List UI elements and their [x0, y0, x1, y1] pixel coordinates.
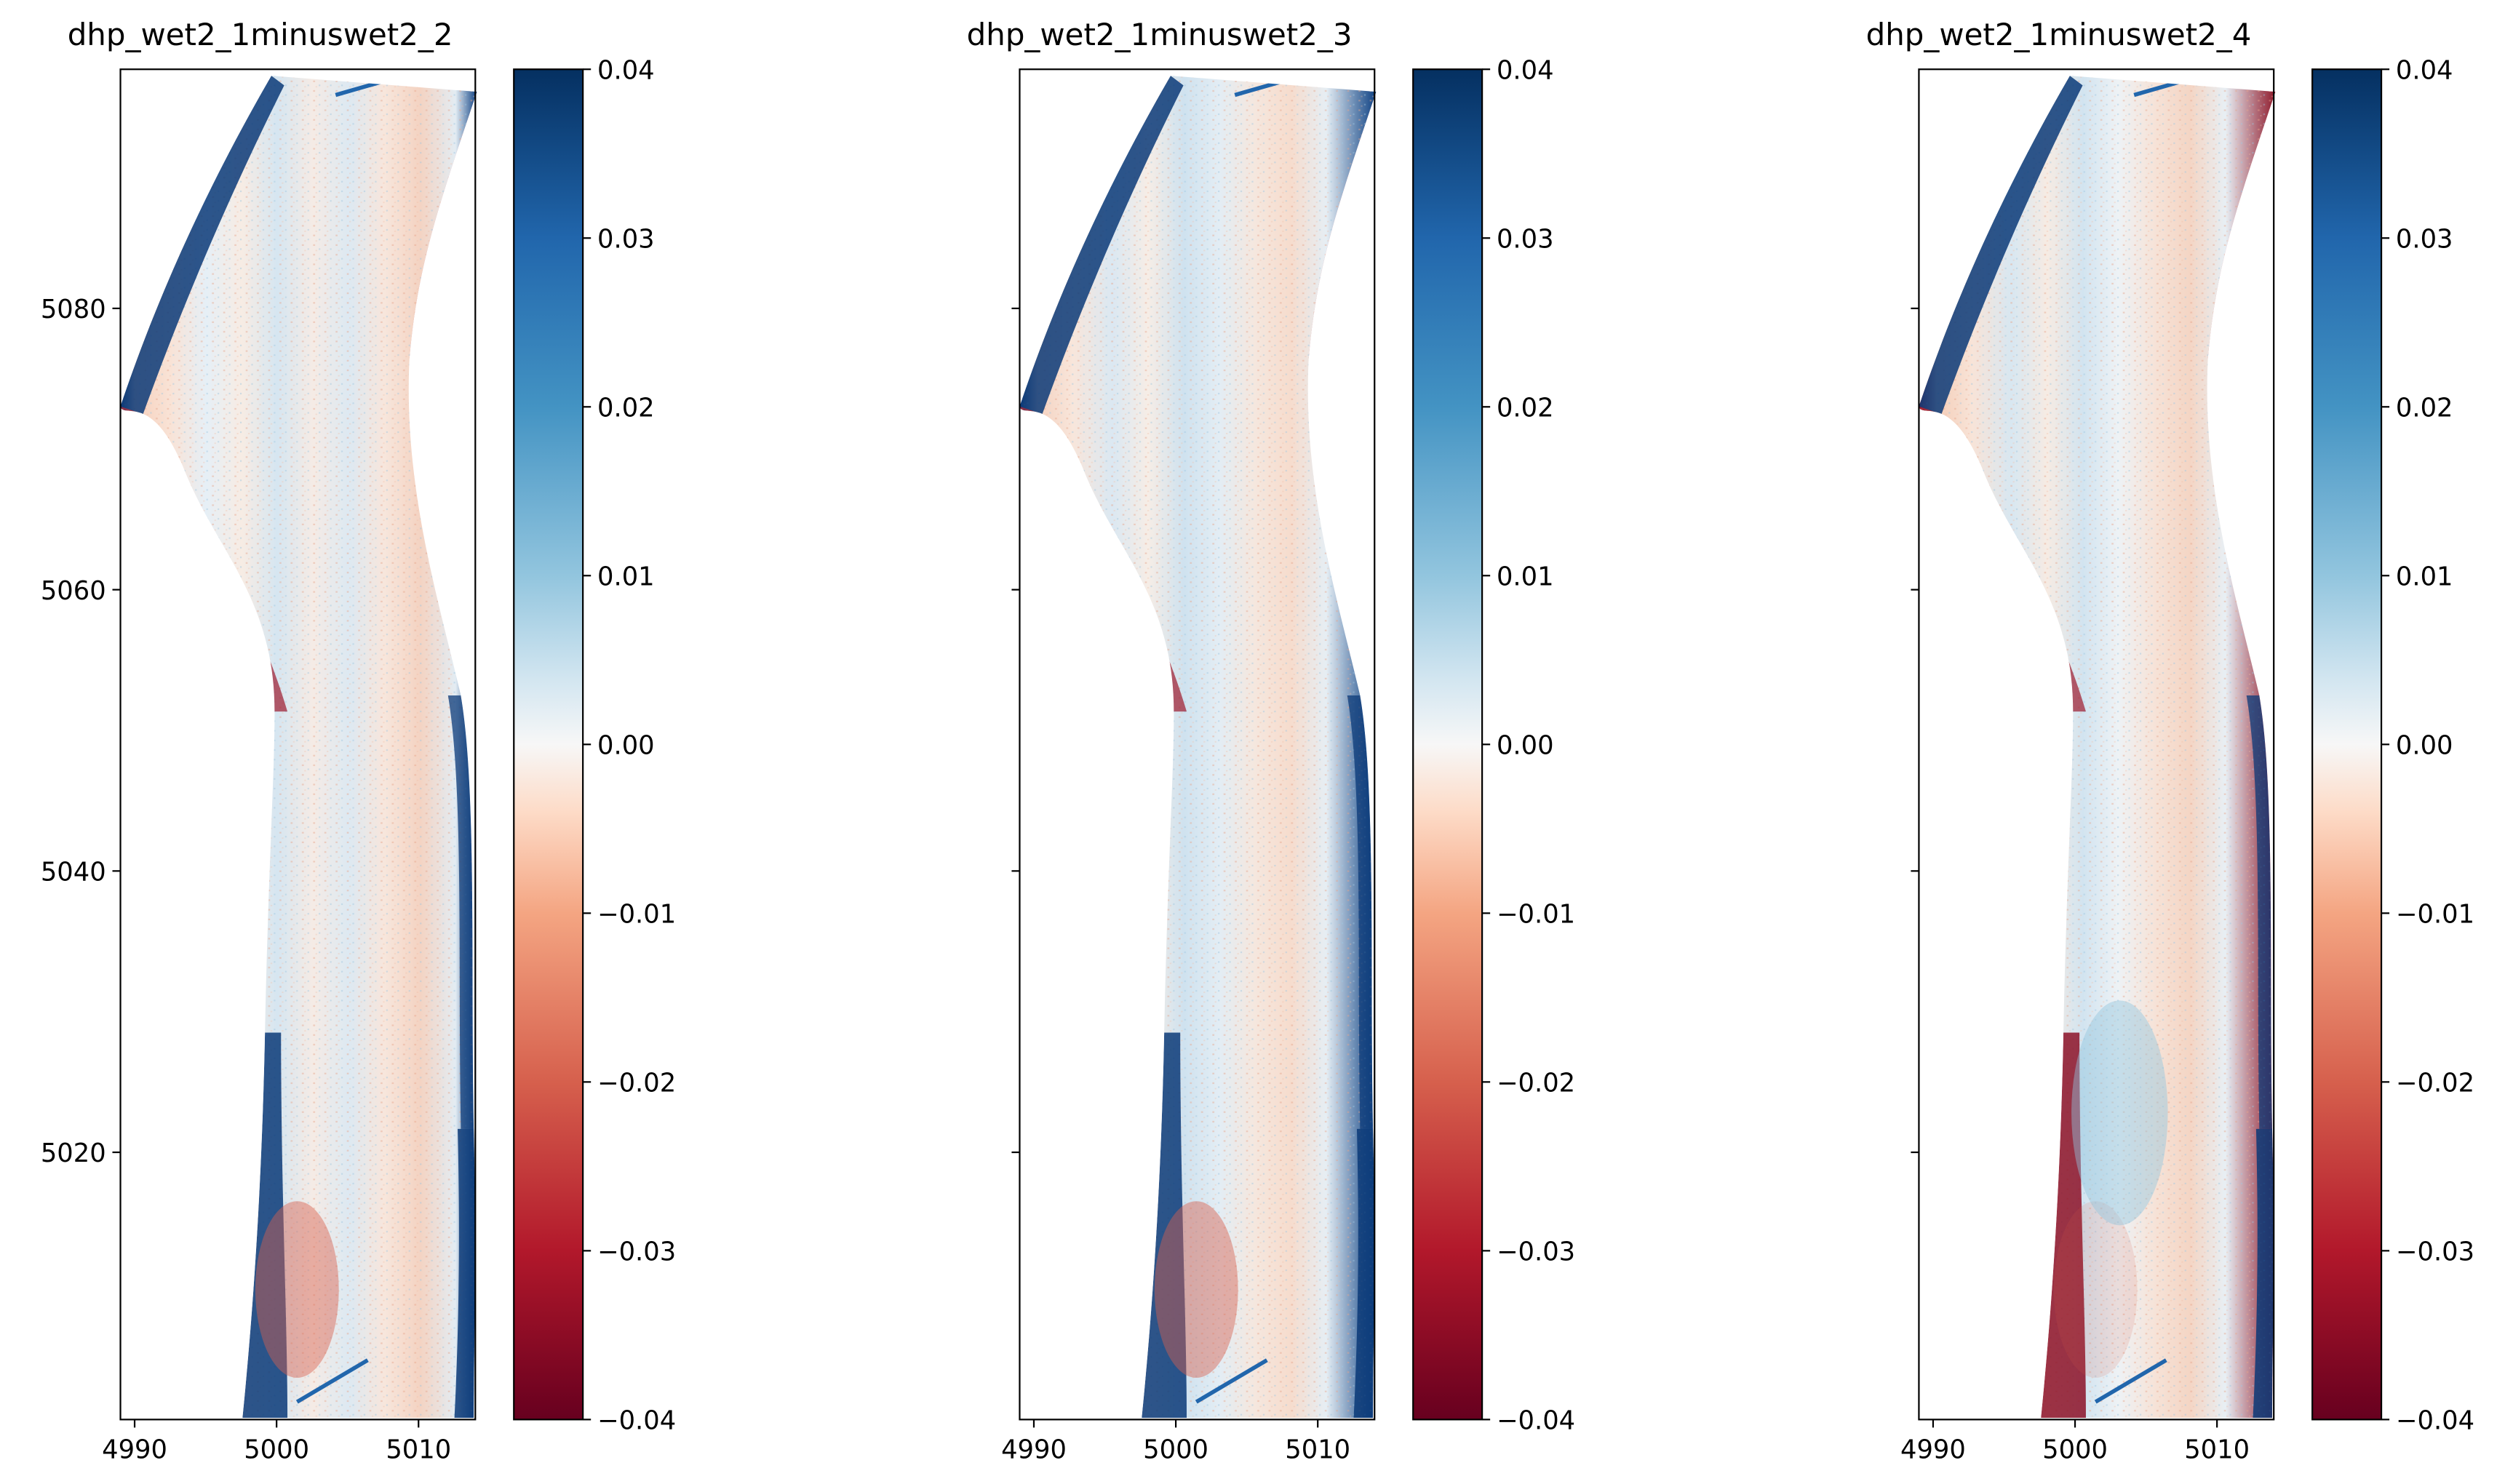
colorbar-tick-label: 0.01 [597, 562, 655, 592]
x-tick-label: 5000 [2042, 1435, 2108, 1464]
raster-edge-band [447, 695, 474, 1129]
axes-frame [119, 68, 477, 1421]
colorbar-tick-label: −0.04 [2396, 1406, 2474, 1436]
colorbar-tick-label: 0.00 [597, 731, 655, 761]
colorbar [1412, 68, 1484, 1421]
raster-edge-band [454, 1128, 476, 1419]
colorbar-tick-label: −0.03 [1497, 1237, 1575, 1267]
panel-1: dhp_wet2_1minuswet2_2 4990 5000 5010 5020 504… [41, 17, 676, 1464]
raster-streak [2094, 1358, 2167, 1404]
colorbar-tick-label: 0.01 [2396, 562, 2453, 592]
colorbar-tick-label: −0.01 [2396, 900, 2474, 930]
raster-edge-band [120, 76, 284, 415]
panel-2: dhp_wet2_1minuswet2_3 4990 5000 5010 0.04 0.0… [967, 17, 1575, 1464]
colorbar-tick-label: −0.02 [1497, 1069, 1575, 1098]
x-tick-label: 5010 [1285, 1435, 1350, 1464]
raster-patch [255, 1201, 339, 1378]
y-tick-label: 5020 [41, 1138, 106, 1168]
x-tick-label: 4990 [102, 1435, 167, 1464]
colorbar-tick-label: −0.04 [597, 1406, 676, 1436]
colorbar-tick-label: 0.02 [1497, 394, 1554, 423]
colorbar-tick-label: −0.02 [2396, 1069, 2474, 1098]
raster-edge-band [1019, 76, 1184, 415]
axes-frame [1019, 68, 1376, 1421]
colorbar-tick-label: −0.02 [597, 1069, 676, 1098]
colorbar-tick-label: 0.02 [597, 394, 655, 423]
raster-streak [295, 1358, 369, 1404]
raster-patch [2071, 1000, 2168, 1226]
colorbar-tick-label: −0.03 [597, 1237, 676, 1267]
panel-title: dhp_wet2_1minuswet2_4 [1866, 17, 2252, 52]
heatmap-raster [1019, 76, 1377, 1419]
colorbar-tick-label: 0.03 [1497, 225, 1554, 255]
raster-patch [2053, 1201, 2138, 1378]
raster-edge-band [1142, 1032, 1187, 1419]
colorbar-tick-label: 0.01 [1497, 562, 1554, 592]
colorbar-tick-label: −0.03 [2396, 1237, 2474, 1267]
raster-edge-band [242, 1032, 288, 1419]
panel-title: dhp_wet2_1minuswet2_3 [967, 17, 1353, 52]
colorbar-tick-label: −0.01 [597, 900, 676, 930]
colorbar-tick-label: 0.02 [2396, 394, 2453, 423]
heatmap-raster [1919, 76, 2276, 1419]
raster-edge-band [1919, 76, 2083, 415]
x-tick-label: 5000 [244, 1435, 309, 1464]
y-tick-label: 5080 [41, 295, 106, 324]
panel-title: dhp_wet2_1minuswet2_2 [68, 17, 453, 52]
x-tick-label: 4990 [1001, 1435, 1067, 1464]
colorbar-tick-label: 0.00 [1497, 731, 1554, 761]
panel-3: dhp_wet2_1minuswet2_4 4990 5000 5010 0.04 0.0… [1866, 17, 2474, 1464]
colorbar-tick-label: 0.00 [2396, 731, 2453, 761]
colorbar [513, 68, 584, 1421]
raster-streak [1195, 1358, 1268, 1404]
raster-edge-band [1347, 695, 1374, 1129]
x-tick-label: 4990 [1900, 1435, 1966, 1464]
colorbar-tick-label: 0.04 [1497, 55, 1554, 85]
x-tick-label: 5000 [1143, 1435, 1208, 1464]
colorbar-tick-label: 0.03 [597, 225, 655, 255]
raster-edge-band [1353, 1128, 1374, 1419]
colorbar-tick-label: 0.03 [2396, 225, 2453, 255]
colorbar-tick-label: −0.01 [1497, 900, 1575, 930]
y-tick-label: 5040 [41, 858, 106, 887]
x-tick-label: 5010 [2184, 1435, 2250, 1464]
raster-edge-band [2253, 1128, 2274, 1419]
colorbar-tick-label: 0.04 [2396, 55, 2453, 85]
heatmap-raster [120, 76, 477, 1419]
colorbar-tick-label: −0.04 [1497, 1406, 1575, 1436]
axes-frame [1918, 68, 2275, 1421]
raster-patch [1154, 1201, 1238, 1378]
colorbar [2311, 68, 2383, 1421]
y-tick-label: 5060 [41, 576, 106, 606]
x-tick-label: 5010 [386, 1435, 451, 1464]
raster-edge-band [2246, 695, 2272, 1129]
colorbar-tick-label: 0.04 [597, 55, 655, 85]
raster-edge-band [2041, 1032, 2086, 1419]
